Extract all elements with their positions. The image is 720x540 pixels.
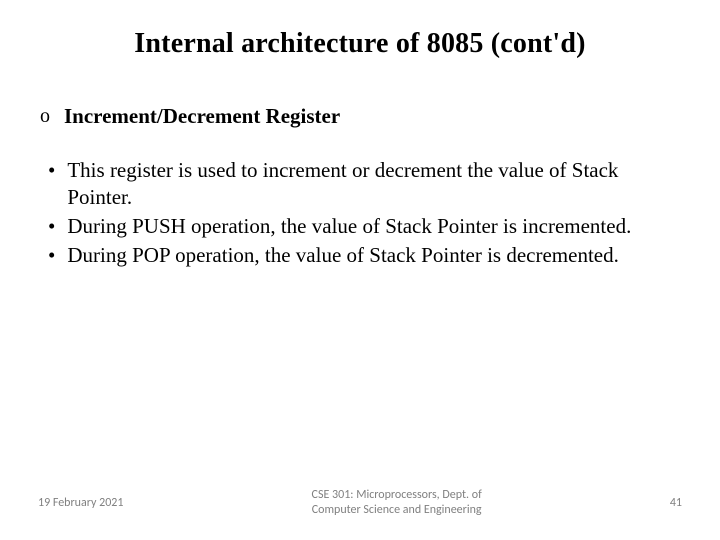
footer-course: CSE 301: Microprocessors, Dept. of Compu… <box>123 488 669 518</box>
list-item: • During POP operation, the value of Sta… <box>38 242 682 269</box>
subheading-text: Increment/Decrement Register <box>64 104 340 129</box>
footer: 19 February 2021 CSE 301: Microprocessor… <box>38 488 682 518</box>
bullet-text: During POP operation, the value of Stack… <box>67 242 682 269</box>
circle-bullet-icon: o <box>40 104 50 128</box>
footer-course-line2: Computer Science and Engineering <box>312 503 482 517</box>
list-item: • During PUSH operation, the value of St… <box>38 213 682 240</box>
slide-container: Internal architecture of 8085 (cont'd) o… <box>0 0 720 540</box>
dot-bullet-icon: • <box>48 242 55 269</box>
slide-title: Internal architecture of 8085 (cont'd) <box>38 28 682 60</box>
footer-date: 19 February 2021 <box>38 496 123 510</box>
bullet-text: This register is used to increment or de… <box>67 157 682 211</box>
list-item: • This register is used to increment or … <box>38 157 682 211</box>
dot-bullet-icon: • <box>48 157 55 184</box>
footer-page-number: 41 <box>670 496 682 510</box>
footer-course-line1: CSE 301: Microprocessors, Dept. of <box>312 488 482 502</box>
bullet-text: During PUSH operation, the value of Stac… <box>67 213 682 240</box>
dot-bullet-icon: • <box>48 213 55 240</box>
bullet-list: • This register is used to increment or … <box>38 157 682 269</box>
subheading-row: o Increment/Decrement Register <box>40 104 682 129</box>
